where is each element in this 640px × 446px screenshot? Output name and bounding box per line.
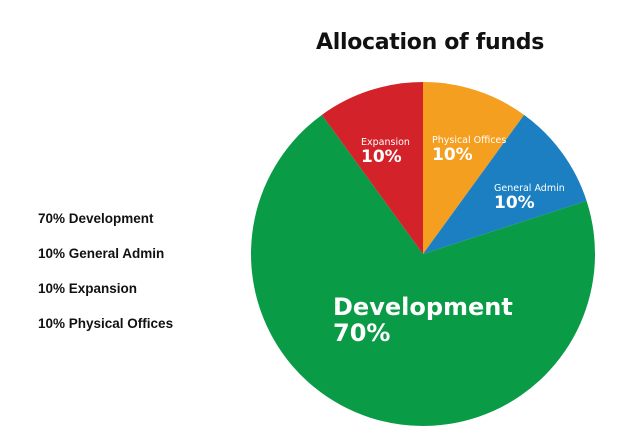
legend-item-general-admin: 10% General Admin	[38, 246, 165, 261]
slice-value-development: 70%	[333, 319, 390, 347]
legend-item-development: 70% Development	[38, 211, 154, 226]
slice-value-physical-offices: 10%	[432, 145, 473, 165]
pie-slice-development	[251, 114, 596, 427]
pie-slice-expansion	[321, 82, 423, 254]
slice-label-physical-offices: Physical Offices	[432, 135, 506, 146]
slice-value-general-admin: 10%	[494, 193, 535, 213]
legend-item-expansion: 10% Expansion	[38, 281, 138, 296]
chart-title: Allocation of funds	[316, 30, 544, 55]
legend-item-physical-offices: 10% Physical Offices	[38, 316, 174, 331]
slice-value-expansion: 10%	[361, 147, 402, 167]
slice-label-general-admin: General Admin	[494, 183, 565, 194]
pie-slice-general-admin	[423, 114, 587, 254]
pie-slice-physical-offices	[423, 82, 525, 254]
legend: 70% Development 10% General Admin 10% Ex…	[38, 210, 173, 350]
slice-label-expansion: Expansion	[361, 137, 410, 148]
slice-label-development: Development	[333, 293, 513, 321]
